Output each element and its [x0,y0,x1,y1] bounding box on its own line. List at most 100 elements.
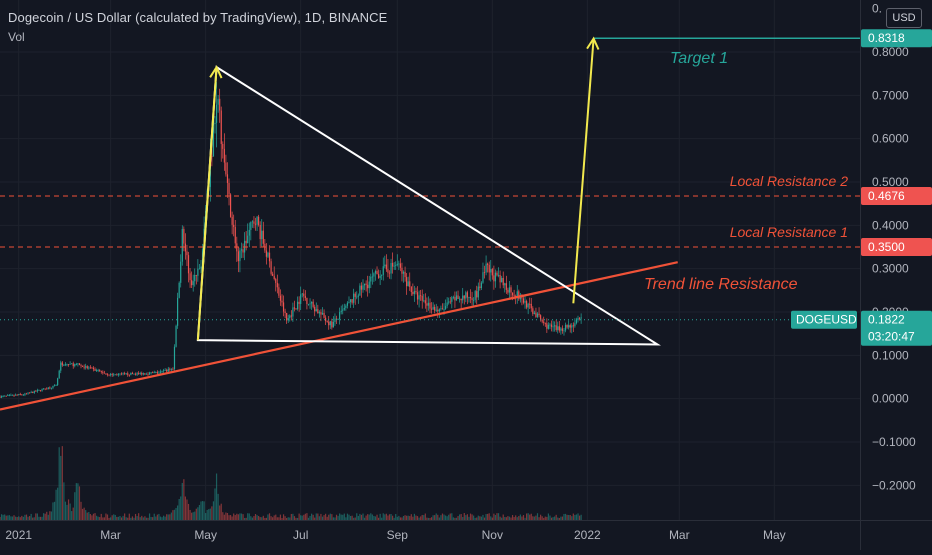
candle-body [415,291,417,293]
volume-bar [275,514,277,520]
volume-bar [192,512,194,520]
candle-body [426,303,428,306]
candle-body [27,392,29,394]
volume-bar [578,515,581,520]
candle-body [44,388,46,390]
candle-body [226,174,229,183]
price-labels: 0.8318 0.4676 0.3500 DOGEUSD 0.1822 03:20:47 [791,29,932,346]
volume-bar [359,513,361,520]
candle-body [508,287,511,293]
volume-bar [251,517,253,520]
candle-body [310,301,313,304]
volume-bar [158,513,160,520]
volume-bar [0,514,3,520]
volume-bar [575,514,578,520]
volume-bar [335,514,338,520]
candle-body [21,394,23,396]
candle-body [529,303,531,305]
candle-body [25,393,28,395]
volume-bar [49,511,51,520]
volume-bar [172,510,174,520]
candle-body [541,319,543,322]
volume-bar [574,514,576,520]
resistance-label: Local Resistance 2 [730,173,849,189]
candle-body [524,301,526,303]
last-price-label: 0.1822 [868,313,905,327]
volume-bar [404,515,406,520]
volume-bar [522,515,525,520]
candle-body [14,394,17,396]
candle-body [124,373,126,375]
candle-body [81,365,84,367]
volume-bar [198,505,201,520]
candle-body [499,275,501,283]
target-price-box [861,29,932,48]
volume-bar [128,513,130,520]
candle-body [490,269,492,273]
candle-body [284,311,286,313]
volume-bar [237,514,239,520]
volume-bar [21,515,23,520]
candle-body [240,249,243,251]
candle-body [248,229,250,236]
candle-body [420,295,422,297]
candle-body [30,392,32,393]
candle-body [94,369,96,371]
candle-body [49,387,51,389]
candle-body [491,269,493,276]
volume-bar [309,515,311,520]
volume-bar [67,499,70,520]
candle-body [432,306,434,310]
candle-body [119,373,121,375]
volume-bar [245,517,247,520]
volume-bar [276,517,278,520]
candle-body [46,388,48,390]
volume-bar [346,513,349,520]
candle-body [416,292,419,300]
candle-body [335,318,338,320]
volume-bar [177,505,179,520]
volume-bar [44,513,46,520]
volume-bar [13,515,15,520]
volume-bar [511,515,514,520]
candle-body [225,162,227,175]
volume-bar [244,517,246,520]
volume-bar [258,515,260,520]
volume-bar [52,502,54,520]
volume-bar [471,514,473,520]
volume-bar [563,513,565,520]
candle-body [108,374,110,376]
candle-body [92,367,95,370]
volume-bar [97,516,99,520]
candle-body [254,223,257,225]
volume-bar [43,513,45,520]
volume-indicator-label[interactable]: Vol [8,30,25,44]
currency-button[interactable]: USD [886,8,922,28]
volume-bar [532,516,534,520]
candle-body [11,394,14,396]
volume-bar [367,514,369,520]
volume-bar [234,515,236,520]
volume-bar [134,513,137,520]
volume-bar [25,514,28,520]
volume-bar [424,513,426,520]
candle-body [381,274,383,276]
volume-bar [253,516,255,520]
chart-title: Dogecoin / US Dollar (calculated by Trad… [8,10,388,25]
volume-bar [356,513,358,520]
volume-bar [33,517,35,520]
volume-bar [536,513,539,520]
volume-bar [83,507,85,520]
candle-body [574,323,576,327]
volume-bar [329,513,331,520]
candle-body [141,373,143,375]
candle-body [518,291,520,300]
candle-body [549,324,551,326]
candle-body [367,284,369,289]
volume-bar [457,516,459,520]
candle-body [114,374,116,376]
volume-bar [568,515,570,520]
candle-body [566,324,568,328]
